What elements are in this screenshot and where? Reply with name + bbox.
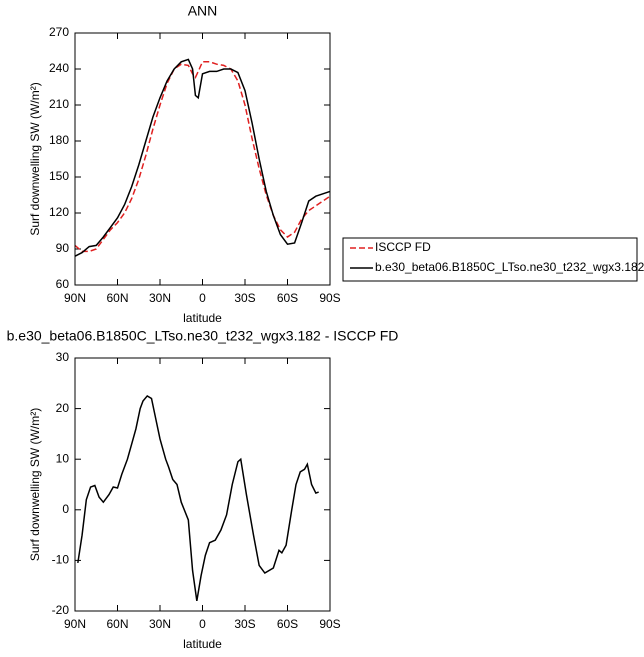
x-tick-label: 90N [64,617,86,631]
legend-box [342,237,638,282]
y-tick-label: 30 [56,350,70,364]
x-tick-label: 60N [106,291,128,305]
y-tick-label: 270 [49,25,69,39]
y-tick-label: 20 [56,401,70,415]
y-axis-label: Surf downwelling SW (W/m²) [28,408,42,561]
y-tick-label: 240 [49,61,69,75]
chart-title: b.e30_beta06.B1850C_LTso.ne30_t232_wgx3.… [7,328,399,344]
y-tick-label: 10 [56,451,70,465]
data-line [74,58,331,257]
x-tick-label: 60S [277,291,298,305]
y-tick-label: 210 [49,97,69,111]
x-axis-label: latitude [183,311,222,325]
legend-label: ISCCP FD [375,240,431,254]
x-tick-label: 30N [149,617,171,631]
x-axis-label: latitude [183,637,222,651]
x-tick-label: 0 [199,617,206,631]
y-tick-label: 150 [49,169,69,183]
x-tick-label: 60N [106,617,128,631]
x-tick-label: 90N [64,291,86,305]
y-tick-label: 120 [49,205,69,219]
x-tick-label: 30N [149,291,171,305]
chart-title: ANN [188,3,218,19]
x-tick-label: 90S [319,291,340,305]
data-line [77,394,319,602]
y-tick-label: 90 [56,241,70,255]
x-tick-label: 30S [234,617,255,631]
x-tick-label: 90S [319,617,340,631]
x-tick-label: 30S [234,291,255,305]
y-tick-label: 0 [62,502,69,516]
y-tick-label: 180 [49,133,69,147]
plot-frame [74,32,331,286]
legend-label: b.e30_beta06.B1850C_LTso.ne30_t232_wgx3.… [375,260,644,274]
plot-frame [74,357,331,612]
x-tick-label: 0 [199,291,206,305]
y-axis-label: Surf downwelling SW (W/m²) [28,82,42,235]
y-tick-label: 60 [56,277,70,291]
y-tick-label: -10 [52,553,70,567]
x-tick-label: 60S [277,617,298,631]
y-tick-label: -20 [52,603,70,617]
